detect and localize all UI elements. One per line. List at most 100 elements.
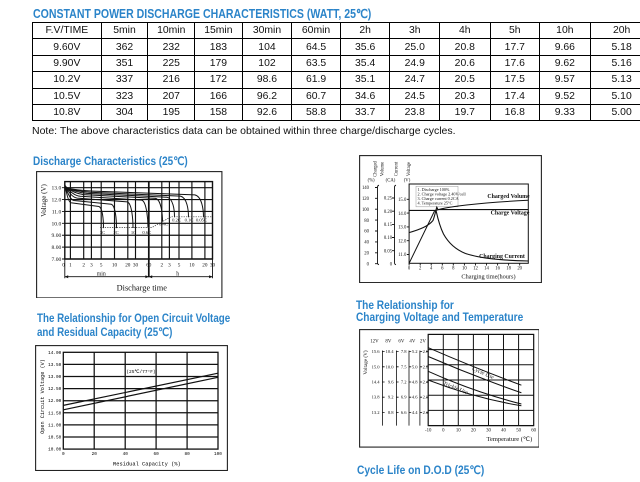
svg-text:Charge Voltage: Charge Voltage	[490, 210, 529, 216]
svg-text:3. Charge current 0.2CA: 3. Charge current 0.2CA	[417, 196, 458, 201]
svg-text:80: 80	[184, 451, 190, 456]
svg-text:Current: Current	[394, 161, 399, 176]
svg-text:0.2C: 0.2C	[172, 217, 181, 222]
svg-text:60: 60	[531, 428, 536, 433]
svg-text:50: 50	[516, 428, 521, 433]
svg-text:10.50: 10.50	[48, 435, 62, 440]
svg-text:0: 0	[389, 263, 392, 268]
svg-text:Open Circuit Voltage (V): Open Circuit Voltage (V)	[40, 359, 46, 434]
svg-text:2: 2	[161, 262, 164, 268]
svg-text:10.0: 10.0	[52, 221, 62, 227]
svg-text:(CA): (CA)	[385, 178, 395, 183]
svg-text:10: 10	[455, 428, 460, 433]
svg-text:13.00: 13.00	[48, 374, 62, 379]
svg-text:Voltage (V): Voltage (V)	[40, 183, 48, 216]
svg-text:min: min	[97, 271, 106, 277]
svg-text:2.5: 2.5	[422, 364, 428, 369]
svg-text:60: 60	[364, 230, 369, 235]
svg-text:7.5: 7.5	[400, 364, 406, 369]
svg-text:8V: 8V	[385, 339, 391, 344]
svg-text:6: 6	[441, 266, 444, 271]
svg-text:13.0: 13.0	[398, 226, 407, 231]
svg-text:7.00: 7.00	[52, 256, 62, 262]
svg-text:1C: 1C	[131, 230, 136, 235]
svg-text:6.6: 6.6	[400, 410, 406, 415]
svg-text:60: 60	[153, 451, 159, 456]
svg-text:15.0: 15.0	[371, 364, 380, 369]
svg-text:20: 20	[364, 251, 369, 256]
svg-text:30: 30	[486, 428, 491, 433]
svg-text:0.4C: 0.4C	[159, 221, 168, 226]
svg-text:10.4: 10.4	[385, 349, 394, 354]
svg-text:6V: 6V	[398, 339, 404, 344]
svg-text:(%): (%)	[367, 178, 374, 183]
svg-text:0: 0	[442, 428, 445, 433]
svg-text:3: 3	[90, 262, 93, 268]
svg-text:120: 120	[361, 197, 369, 202]
svg-text:8: 8	[452, 266, 455, 271]
svg-text:Charging Current: Charging Current	[479, 254, 525, 260]
svg-text:12.0: 12.0	[52, 197, 62, 203]
svg-text:5: 5	[100, 262, 103, 268]
svg-text:14: 14	[484, 266, 489, 271]
svg-text:10: 10	[462, 266, 467, 271]
svg-text:0.05: 0.05	[383, 249, 392, 254]
svg-text:0.25: 0.25	[383, 197, 392, 202]
svg-text:20: 20	[202, 262, 208, 268]
svg-text:0.15: 0.15	[383, 223, 392, 228]
svg-text:9.2: 9.2	[387, 395, 393, 400]
svg-text:5.2: 5.2	[411, 349, 417, 354]
svg-text:2C: 2C	[113, 230, 118, 235]
svg-text:14.4: 14.4	[371, 379, 380, 384]
svg-text:8.8: 8.8	[387, 410, 393, 415]
svg-text:14.00: 14.00	[48, 350, 62, 355]
svg-text:4. Temperature 25°C: 4. Temperature 25°C	[417, 201, 452, 206]
svg-text:13.8: 13.8	[371, 395, 380, 400]
svg-text:2.3: 2.3	[422, 395, 428, 400]
svg-text:2.2: 2.2	[422, 410, 428, 415]
svg-text:0.20: 0.20	[383, 210, 392, 215]
svg-text:3C: 3C	[100, 230, 105, 235]
svg-text:10.0: 10.0	[385, 364, 394, 369]
svg-text:11.0: 11.0	[398, 253, 407, 258]
svg-text:2: 2	[419, 266, 422, 271]
svg-text:16: 16	[495, 266, 500, 271]
svg-text:12.0: 12.0	[398, 239, 407, 244]
svg-text:0.05C: 0.05C	[196, 217, 207, 222]
svg-text:0.10: 0.10	[383, 236, 392, 241]
svg-text:12.50: 12.50	[48, 387, 62, 392]
svg-text:2. Charge voltage 2.40V/cell: 2. Charge voltage 2.40V/cell	[417, 191, 466, 196]
svg-text:80: 80	[364, 219, 369, 224]
svg-text:h: h	[176, 271, 179, 277]
svg-text:11.50: 11.50	[48, 411, 62, 416]
svg-text:Voltage (V): Voltage (V)	[361, 350, 368, 375]
svg-text:13.50: 13.50	[48, 362, 62, 367]
svg-text:5.0: 5.0	[411, 364, 417, 369]
svg-text:13.0: 13.0	[52, 185, 62, 191]
svg-text:11.0: 11.0	[52, 209, 62, 215]
svg-text:9.00: 9.00	[52, 233, 62, 239]
svg-text:20: 20	[125, 262, 131, 268]
svg-text:40: 40	[122, 451, 128, 456]
svg-text:60: 60	[146, 262, 152, 268]
svg-text:10: 10	[189, 262, 195, 268]
svg-text:2V: 2V	[420, 339, 426, 344]
svg-text:40: 40	[501, 428, 506, 433]
svg-text:0.1C: 0.1C	[185, 217, 194, 222]
svg-text:140: 140	[361, 186, 369, 191]
svg-text:7.2: 7.2	[400, 379, 406, 384]
svg-text:0.6C: 0.6C	[142, 230, 151, 235]
svg-text:Charging time(hours): Charging time(hours)	[461, 274, 515, 281]
svg-text:100: 100	[214, 451, 222, 456]
svg-text:40: 40	[364, 241, 369, 246]
svg-text:1. Discharge 100%: 1. Discharge 100%	[417, 187, 449, 192]
svg-text:Temperature (℃): Temperature (℃)	[486, 436, 532, 443]
svg-text:30: 30	[133, 262, 139, 268]
svg-text:0: 0	[407, 266, 410, 271]
svg-text:0: 0	[366, 262, 369, 267]
svg-text:3: 3	[168, 262, 171, 268]
svg-text:Volume: Volume	[380, 162, 385, 177]
svg-text:14.0: 14.0	[398, 212, 407, 217]
svg-text:5: 5	[178, 262, 181, 268]
svg-text:(25℃/77°F): (25℃/77°F)	[126, 368, 155, 374]
